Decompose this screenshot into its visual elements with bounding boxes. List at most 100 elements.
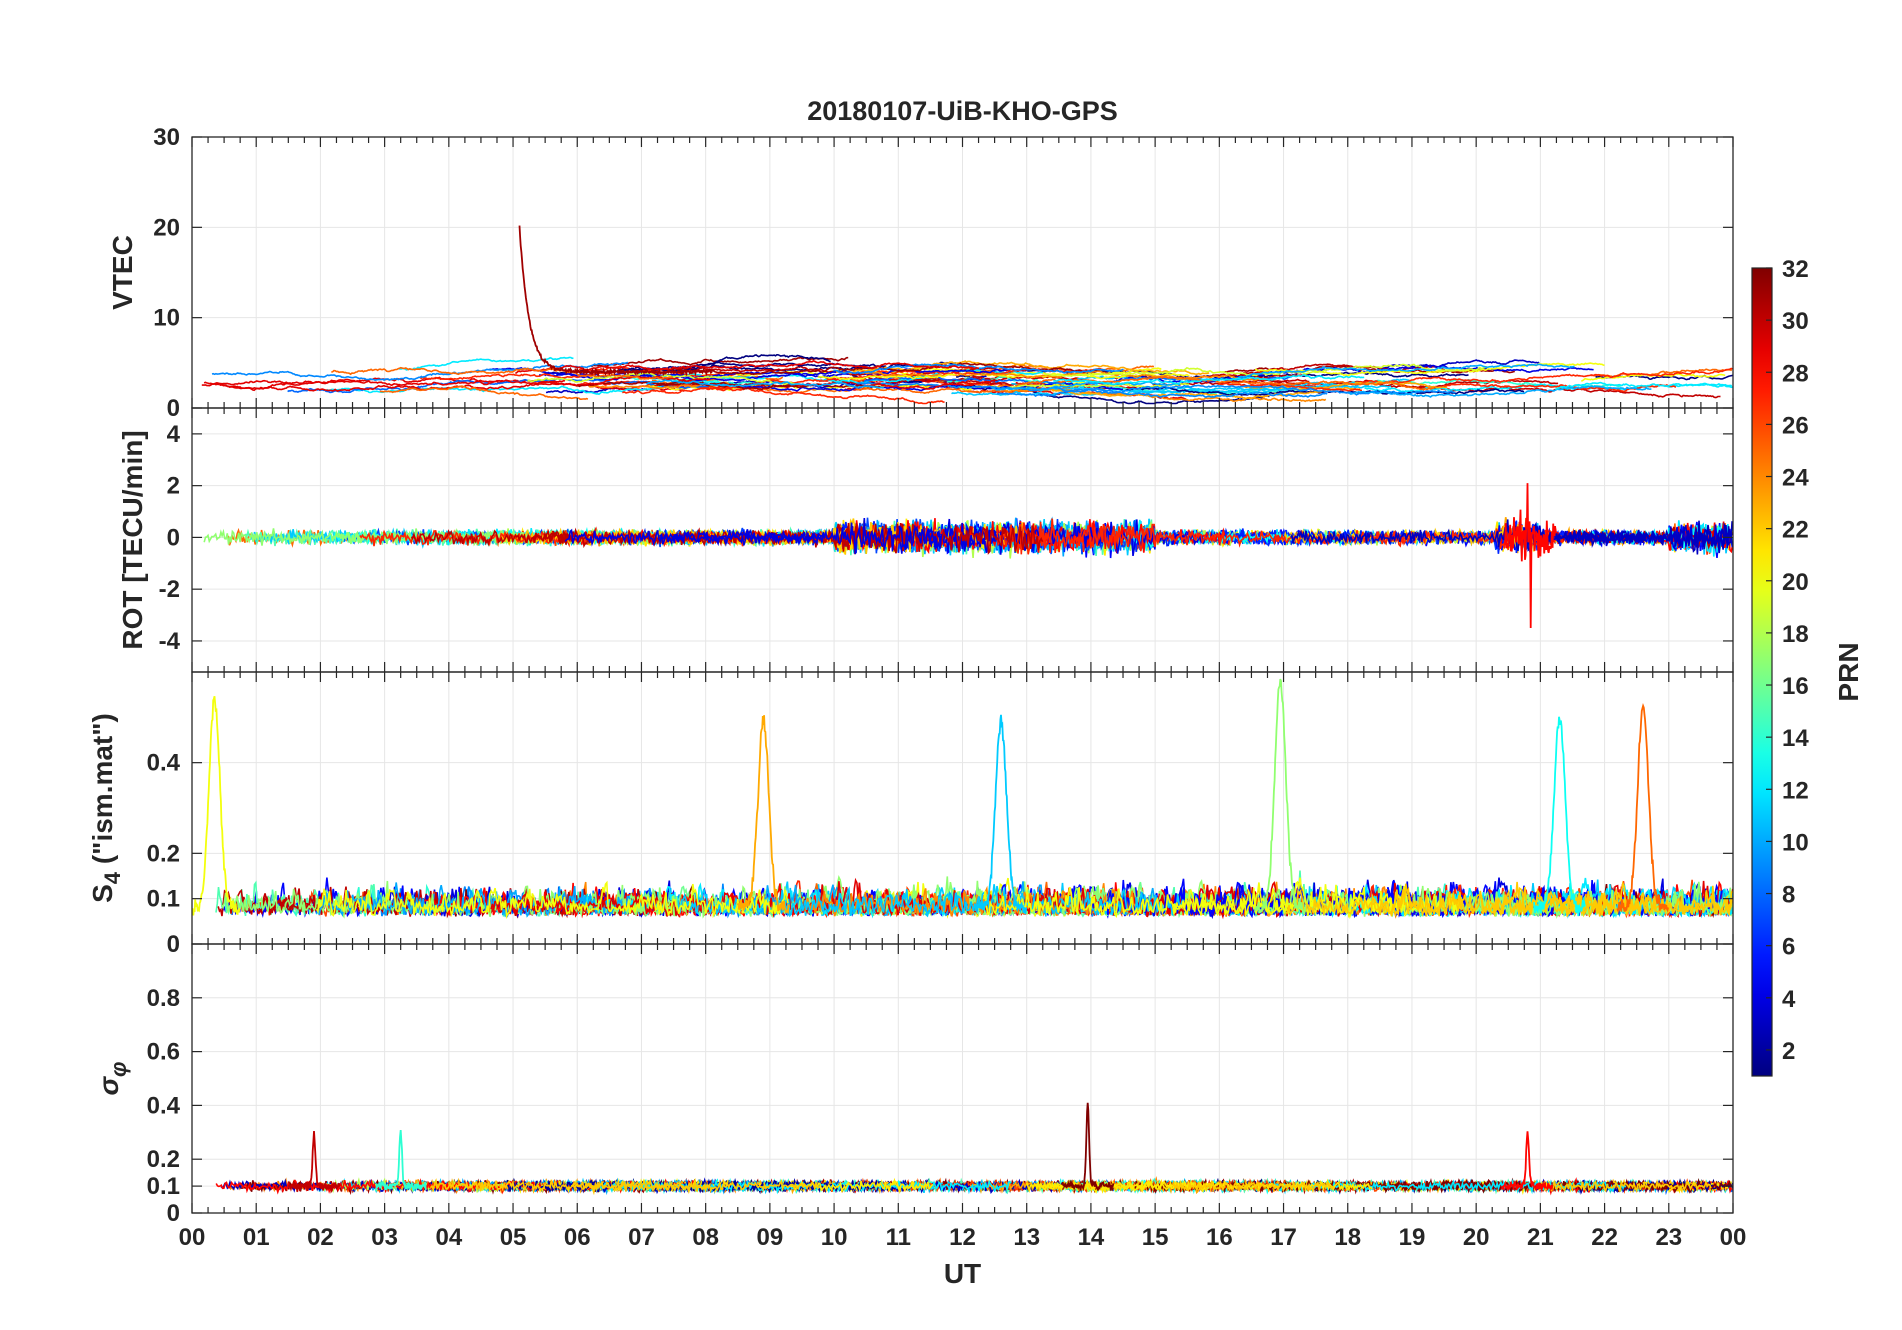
s4-y-tick-label: 0.4 [147,750,181,777]
s4-y-ticks: 0 0.1 0.2 0.4 [147,672,1734,958]
vtec-panel: 0 10 20 30 VTEC [107,124,1734,422]
s4-panel: 0 0.1 0.2 0.4 S4 ("ism.mat") [87,671,1734,958]
x-tick-label: 19 [1399,1224,1426,1251]
s4-y-tick-label: 0.2 [147,840,180,867]
vtec-prn-trace [488,367,861,381]
vtec-prn-trace [203,378,565,387]
sigphi-y-ticks: 00.10.2 0.4 0.6 0.8 [147,944,1734,1227]
sigphi-panel: 00.10.2 0.4 0.6 0.8 σφ [93,943,1734,1227]
vtec-prn-trace [1237,363,1575,379]
vtec-prn-trace [1218,382,1363,393]
x-axis-label: UT [944,1258,981,1289]
sigphi-event-trace [1061,1102,1115,1192]
sigphi-y-tick-label: 0.1 [147,1173,180,1200]
colorbar-gradient [1751,267,1773,1077]
sigphi-y-tick-label: 0.8 [147,985,180,1012]
x-tick-label: 05 [500,1224,527,1251]
x-tick-label: 02 [307,1224,334,1251]
vtec-prn-trace [1357,367,1733,384]
x-tick-label: 23 [1655,1224,1682,1251]
vtec-prn-trace [817,373,956,381]
s4-label-rest: ("ism.mat") [87,713,118,872]
s4-y-tick-label: 0 [167,931,180,958]
x-tick-label: 03 [371,1224,398,1251]
sigphi-y-axis-label: σφ [93,1061,131,1095]
rot-y-ticks: -4 -2 0 2 4 [159,408,1734,672]
x-tick-label: 16 [1206,1224,1233,1251]
colorbar-tick-label: 4 [1782,986,1796,1013]
sigphi-label-subscript: φ [106,1061,131,1076]
rot-prn-trace [1518,520,1733,551]
s4-event-trace [736,715,790,915]
rot-prn-trace [929,519,1207,557]
x-tick-label: 14 [1078,1224,1105,1251]
vtec-prn-trace [621,387,945,405]
vtec-y-tick-label: 10 [153,305,180,332]
x-tick-label: 12 [949,1224,976,1251]
s4-event-trace [974,714,1028,915]
vtec-prn-trace [379,385,589,400]
x-tick-label: 06 [564,1224,591,1251]
colorbar-tick-label: 20 [1782,569,1809,596]
rot-y-tick-label: -2 [159,576,180,603]
vtec-event-trace [518,225,713,378]
vtec-prn-trace [840,376,1042,389]
vtec-prn-trace [527,372,799,386]
vtec-lines [201,225,1733,405]
x-tick-label: 00 [1720,1224,1747,1251]
x-tick-label: 17 [1270,1224,1297,1251]
s4-series [192,678,1733,920]
colorbar-tick-label: 24 [1782,465,1809,492]
colorbar-tick-label: 18 [1782,621,1809,648]
rot-y-tick-label: 2 [167,473,180,500]
s4-label-subscript: 4 [100,871,125,884]
vtec-prn-trace [836,369,1268,382]
x-tick-label: 01 [243,1224,270,1251]
x-tick-label: 10 [821,1224,848,1251]
colorbar-tick-label: 10 [1782,829,1809,856]
chart-title: 20180107-UiB-KHO-GPS [807,96,1118,126]
sigphi-prn-trace [1543,1178,1712,1194]
rot-y-tick-label: 0 [167,524,180,551]
sigphi-event-trace [288,1131,341,1194]
colorbar-tick-label: 16 [1782,673,1809,700]
x-tick-label: 22 [1591,1224,1618,1251]
vtec-prn-trace [853,360,1210,376]
colorbar-label: PRN [1833,642,1864,701]
s4-y-axis-label: S4 ("ism.mat") [87,713,125,903]
sigphi-prn-trace [1172,1179,1335,1194]
colorbar-tick-label: 32 [1782,256,1809,283]
s4-lines [192,678,1733,920]
colorbar-tick-label: 30 [1782,308,1809,335]
vtec-prn-trace [578,365,739,378]
colorbar-tick-label: 22 [1782,517,1809,544]
x-tick-label: 20 [1463,1224,1490,1251]
s4-prn-trace [1284,883,1733,918]
vtec-prn-trace [331,366,673,380]
rot-series [203,483,1733,629]
x-tick-label: 18 [1334,1224,1361,1251]
vtec-y-axis-label: VTEC [107,235,138,310]
rot-prn-trace [1290,519,1647,552]
vtec-y-tick-label: 20 [153,214,180,241]
vtec-y-tick-label: 30 [153,124,180,151]
sigphi-event-trace [1501,1131,1554,1193]
rot-prn-trace [659,528,826,547]
colorbar-tick-label: 28 [1782,360,1809,387]
rot-y-tick-label: 4 [167,421,181,448]
vtec-y-ticks: 0 10 20 30 [153,124,1734,422]
s4-prn-trace [1370,880,1640,917]
sigphi-series [215,1102,1733,1196]
vtec-prn-trace [1053,374,1365,386]
s4-label-main: S [87,884,118,903]
rot-panel: -4 -2 0 2 4 ROT [TECU/min] [117,407,1734,673]
sigphi-y-tick-label: 0 [167,1200,180,1227]
s4-event-trace [1253,678,1307,916]
s4-prn-trace [221,880,693,919]
s4-event-trace [192,695,241,916]
vtec-prn-trace [866,380,996,390]
colorbar-tick-label: 6 [1782,934,1795,961]
